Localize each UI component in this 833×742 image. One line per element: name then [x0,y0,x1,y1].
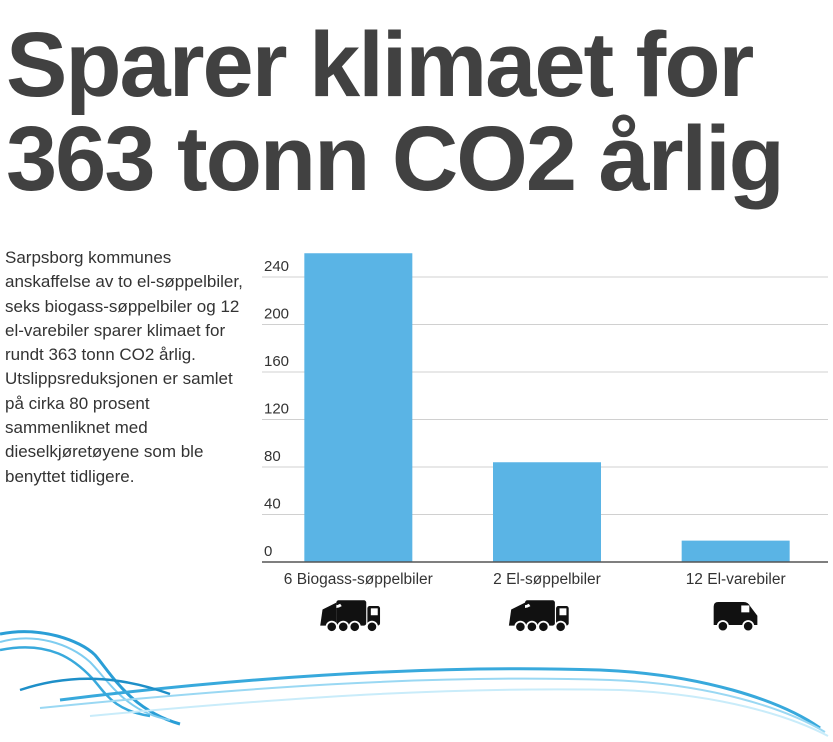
y-tick-label: 0 [264,543,272,560]
headline-line-1: Sparer klimaet for [6,14,754,116]
bars [304,253,790,562]
intro-paragraph: Sarpsborg kommunes anskaffelse av to el-… [5,248,243,486]
x-category-label: 2 El-søppelbiler [493,571,601,588]
y-tick-label: 200 [264,306,289,323]
x-category-label: 12 El-varebiler [686,571,786,588]
y-tick-label: 160 [264,353,289,370]
headline-line-2: 363 tonn CO2 årlig [6,108,785,210]
bar [304,253,413,562]
y-tick-label: 40 [264,496,281,513]
bar [681,540,790,562]
x-category-label: 6 Biogass-søppelbiler [284,571,433,588]
y-tick-label: 80 [264,448,281,465]
y-tick-label: 120 [264,401,289,418]
y-tick-label: 240 [264,258,289,275]
bar [493,462,601,562]
decorative-wave [0,630,829,737]
headline: Sparer klimaet for 363 tonn CO2 årlig [6,18,833,206]
y-axis-ticks: 0 40 80 120 160 200 240 [264,258,289,560]
x-axis-categories: 6 Biogass-søppelbiler 2 El-søppelbiler 12 … [284,571,786,588]
